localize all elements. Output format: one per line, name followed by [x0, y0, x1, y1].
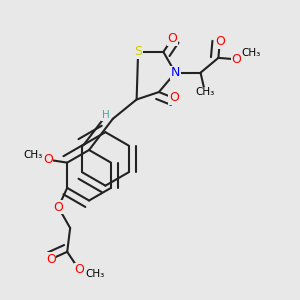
- Text: O: O: [74, 263, 84, 276]
- Text: O: O: [231, 53, 241, 66]
- Text: O: O: [215, 35, 225, 48]
- Text: O: O: [43, 153, 53, 166]
- Text: CH₃: CH₃: [86, 269, 105, 279]
- Text: CH₃: CH₃: [242, 48, 261, 59]
- Text: CH₃: CH₃: [195, 87, 214, 97]
- Text: S: S: [134, 45, 142, 58]
- Text: H: H: [101, 110, 109, 120]
- Text: O: O: [167, 32, 177, 45]
- Text: O: O: [53, 201, 63, 214]
- Text: O: O: [169, 92, 179, 104]
- Text: O: O: [46, 253, 56, 266]
- Text: N: N: [171, 66, 180, 79]
- Text: CH₃: CH₃: [23, 150, 43, 160]
